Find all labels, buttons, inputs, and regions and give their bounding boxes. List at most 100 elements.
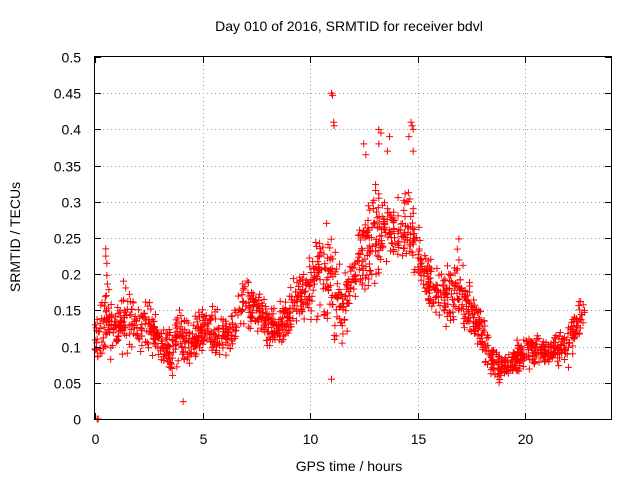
data-point bbox=[180, 348, 188, 356]
data-point bbox=[444, 262, 452, 270]
data-point bbox=[400, 206, 408, 214]
data-point bbox=[458, 301, 466, 309]
data-point bbox=[451, 280, 459, 288]
data-point bbox=[149, 325, 157, 333]
data-point bbox=[286, 292, 294, 300]
data-point bbox=[428, 302, 436, 310]
data-point bbox=[103, 329, 111, 337]
data-point bbox=[432, 281, 440, 289]
data-point bbox=[361, 285, 369, 293]
data-point bbox=[211, 333, 219, 341]
data-point bbox=[341, 315, 349, 323]
data-point bbox=[292, 317, 300, 325]
data-point bbox=[168, 364, 176, 372]
data-point bbox=[378, 232, 386, 240]
data-point bbox=[479, 346, 487, 354]
data-point bbox=[326, 244, 334, 252]
data-point bbox=[142, 338, 150, 346]
data-point bbox=[317, 248, 325, 256]
data-point bbox=[519, 363, 527, 371]
data-point bbox=[305, 294, 313, 302]
data-point bbox=[562, 349, 570, 357]
data-point bbox=[424, 279, 432, 287]
data-point bbox=[370, 220, 378, 228]
data-point bbox=[372, 208, 380, 216]
data-point bbox=[439, 281, 447, 289]
data-point bbox=[279, 314, 287, 322]
data-point bbox=[183, 355, 191, 363]
data-point bbox=[354, 250, 362, 258]
data-point bbox=[343, 327, 351, 335]
data-point bbox=[509, 349, 517, 357]
data-point bbox=[188, 339, 196, 347]
data-point bbox=[501, 355, 509, 363]
data-point bbox=[401, 199, 409, 207]
data-point bbox=[201, 322, 209, 330]
data-point bbox=[462, 292, 470, 300]
data-point bbox=[155, 351, 163, 359]
data-point bbox=[453, 265, 461, 273]
data-point bbox=[103, 271, 111, 279]
data-point bbox=[213, 325, 221, 333]
data-point bbox=[271, 318, 279, 326]
data-point bbox=[292, 288, 300, 296]
data-point bbox=[294, 282, 302, 290]
data-point bbox=[316, 276, 324, 284]
data-point bbox=[94, 352, 102, 360]
data-point bbox=[289, 275, 297, 283]
data-point bbox=[336, 260, 344, 268]
data-point bbox=[371, 279, 379, 287]
axis-ticks bbox=[95, 57, 611, 420]
data-point bbox=[524, 343, 532, 351]
data-point bbox=[465, 298, 473, 306]
data-point bbox=[121, 321, 129, 329]
data-point bbox=[376, 232, 384, 240]
data-point bbox=[149, 351, 157, 359]
data-point bbox=[186, 350, 194, 358]
data-point bbox=[171, 321, 179, 329]
data-point bbox=[324, 240, 332, 248]
data-point bbox=[238, 291, 246, 299]
data-point bbox=[550, 342, 558, 350]
data-point bbox=[98, 349, 106, 357]
data-point bbox=[409, 147, 417, 155]
data-point bbox=[192, 335, 200, 343]
data-point bbox=[208, 311, 216, 319]
y-tick-label: 0.15 bbox=[54, 303, 81, 319]
x-tick-labels: 0 5 10 15 20 bbox=[92, 431, 534, 447]
data-point bbox=[449, 295, 457, 303]
data-point bbox=[363, 228, 371, 236]
data-point bbox=[306, 281, 314, 289]
data-point bbox=[242, 302, 250, 310]
data-point bbox=[197, 322, 205, 330]
data-point bbox=[488, 347, 496, 355]
data-point bbox=[518, 346, 526, 354]
data-point bbox=[425, 263, 433, 271]
data-point bbox=[120, 296, 128, 304]
data-point bbox=[492, 350, 500, 358]
data-point bbox=[364, 282, 372, 290]
data-point bbox=[569, 327, 577, 335]
data-point bbox=[281, 306, 289, 314]
data-point bbox=[164, 358, 172, 366]
data-point bbox=[443, 284, 451, 292]
data-point bbox=[100, 323, 108, 331]
data-point bbox=[514, 344, 522, 352]
data-point bbox=[409, 219, 417, 227]
data-point bbox=[372, 181, 380, 189]
data-point bbox=[177, 339, 185, 347]
data-point bbox=[256, 290, 264, 298]
data-point bbox=[141, 313, 149, 321]
data-point bbox=[363, 251, 371, 259]
data-point bbox=[390, 245, 398, 253]
data-point bbox=[216, 350, 224, 358]
data-point bbox=[525, 365, 533, 373]
data-point bbox=[359, 266, 367, 274]
data-point bbox=[287, 320, 295, 328]
data-point bbox=[96, 319, 104, 327]
data-point bbox=[299, 300, 307, 308]
data-point bbox=[389, 240, 397, 248]
data-point bbox=[244, 278, 252, 286]
data-point bbox=[406, 223, 414, 231]
data-point bbox=[284, 316, 292, 324]
